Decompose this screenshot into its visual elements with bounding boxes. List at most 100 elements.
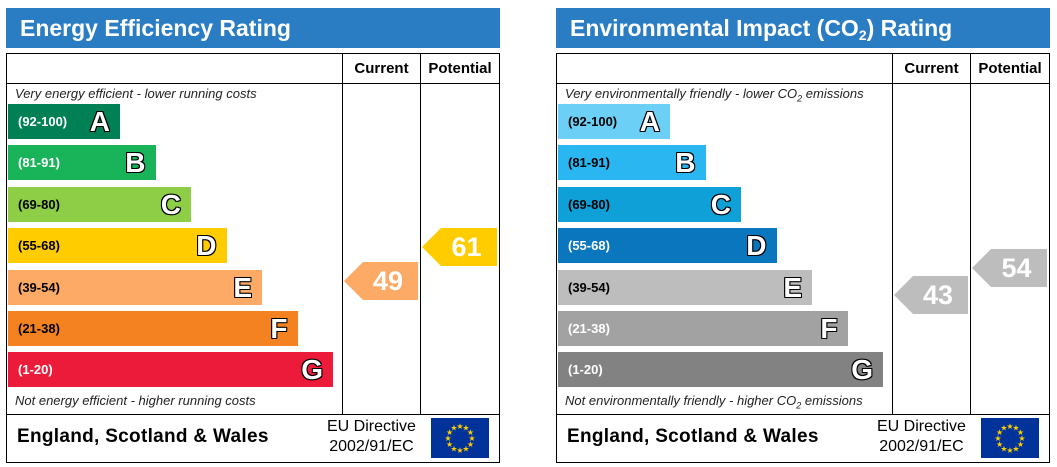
rating-band-c: (69-80) C	[558, 186, 741, 222]
eu-star-icon: ★	[1017, 440, 1024, 449]
eu-star-icon: ★	[996, 440, 1003, 449]
title-text-end: ) Rating	[866, 15, 953, 41]
band-letter-label: A	[89, 106, 110, 137]
column-divider	[970, 54, 971, 414]
band-letter-label: F	[270, 313, 288, 344]
eu-directive: EU Directive 2002/91/EC	[327, 417, 416, 457]
footer-divider	[557, 414, 1049, 415]
rating-band-c: (69-80) C	[8, 186, 191, 222]
band-letter-label: C	[710, 188, 731, 220]
eu-star-icon: ★	[1017, 428, 1024, 437]
potential-rating-arrow: 54	[972, 249, 1047, 287]
band-range-label: (21-38)	[18, 321, 60, 336]
note-subscript: 2	[797, 93, 803, 104]
band-range-label: (81-91)	[568, 155, 610, 171]
current-rating-arrow: 49	[344, 262, 418, 300]
band-letter-label: G	[851, 354, 873, 386]
band-letter-label: E	[233, 271, 252, 303]
potential-rating-arrow: 61	[422, 228, 497, 266]
current-arrow-shape	[894, 276, 968, 314]
eu-flag-icon: ★ ★ ★ ★ ★ ★ ★ ★ ★ ★ ★ ★	[431, 418, 489, 458]
potential-arrow-shape	[422, 228, 497, 266]
eu-star-icon: ★	[462, 424, 469, 433]
inefficient-note: Not energy efficient - higher running co…	[15, 393, 256, 408]
band-letter-label: D	[196, 230, 217, 262]
eu-star-icon: ★	[1006, 422, 1013, 431]
current-rating-value: 49	[372, 266, 404, 296]
current-arrow-shape	[344, 262, 418, 300]
rating-band-d: (55-68) D	[558, 228, 777, 264]
eu-star-icon: ★	[468, 434, 475, 443]
directive-line2: 2002/91/EC	[329, 438, 414, 455]
header-divider	[7, 83, 499, 84]
rating-band-d: (55-68) D	[8, 228, 227, 264]
note-text-end: emissions	[801, 393, 863, 408]
chart-title: Environmental Impact (CO2) Rating	[556, 8, 1050, 48]
current-column-header: Current	[354, 60, 409, 77]
band-range-label: (39-54)	[568, 279, 610, 295]
current-rating-arrow: 43	[894, 276, 968, 314]
note-text: Not environmentally friendly - higher CO	[565, 393, 797, 408]
potential-arrow-shape	[972, 249, 1047, 287]
eu-star-icon: ★	[1012, 424, 1019, 433]
band-range-label: (92-100)	[18, 114, 68, 129]
band-range-label: (21-38)	[568, 321, 610, 336]
note-subscript: 2	[796, 400, 802, 411]
rating-frame: Current Potential Very energy efficient …	[6, 53, 500, 463]
rating-frame: Current Potential Very environmentally f…	[556, 53, 1050, 463]
eu-star-icon: ★	[456, 446, 463, 455]
directive-line1: EU Directive	[327, 418, 416, 435]
potential-rating-value: 61	[451, 232, 482, 262]
band-range-label: (92-100)	[568, 114, 618, 129]
rating-band-f: (21-38) F	[8, 311, 298, 346]
eu-stars-graphic: ★★★★★★★★★★★★	[444, 422, 475, 455]
band-letter-label: B	[675, 147, 696, 179]
directive-line2: 2002/91/EC	[879, 438, 964, 455]
eu-star-icon: ★	[467, 440, 474, 449]
eu-star-icon: ★	[444, 434, 451, 443]
chart-title: Energy Efficiency Rating	[6, 8, 500, 48]
band-range-label: (69-80)	[18, 196, 60, 212]
title-subscript: 2	[858, 27, 867, 43]
band-letter-label: B	[125, 147, 146, 179]
friendly-note: Very environmentally friendly - lower CO…	[565, 86, 864, 104]
eu-stars-graphic: ★★★★★★★★★★★★	[994, 422, 1025, 455]
footer-divider	[7, 414, 499, 415]
eu-star-icon: ★	[1018, 434, 1025, 443]
rating-band-a: (92-100) A	[558, 104, 670, 139]
eu-star-icon: ★	[446, 440, 453, 449]
band-range-label: (1-20)	[18, 362, 53, 378]
band-letter-label: C	[160, 188, 181, 220]
band-letter-label: A	[639, 106, 660, 137]
eu-star-icon: ★	[1000, 424, 1007, 433]
potential-column-header: Potential	[428, 60, 492, 77]
eu-star-icon: ★	[1006, 446, 1013, 455]
band-letter-label: F	[820, 313, 838, 344]
region-label: England, Scotland & Wales	[17, 426, 269, 447]
band-range-label: (55-68)	[18, 238, 60, 254]
band-range-label: (1-20)	[568, 362, 603, 378]
column-divider	[420, 54, 421, 414]
rating-band-b: (81-91) B	[558, 145, 706, 181]
header-divider	[557, 83, 1049, 84]
column-divider	[342, 54, 343, 414]
column-divider	[892, 54, 893, 414]
band-range-label: (81-91)	[18, 155, 60, 171]
band-range-label: (69-80)	[568, 196, 610, 212]
energy-efficiency-chart: Energy Efficiency Rating Current Potenti…	[6, 0, 502, 467]
eu-star-icon: ★	[446, 428, 453, 437]
rating-band-e: (39-54) E	[558, 269, 812, 305]
eu-star-icon: ★	[450, 444, 457, 453]
efficient-note: Very energy efficient - lower running co…	[15, 86, 257, 101]
band-letter-label: D	[746, 230, 767, 262]
rating-band-f: (21-38) F	[558, 311, 848, 346]
environmental-impact-chart: Environmental Impact (CO2) Rating Curren…	[556, 0, 1052, 467]
directive-line1: EU Directive	[877, 418, 966, 435]
eu-star-icon: ★	[996, 428, 1003, 437]
eu-star-icon: ★	[994, 434, 1001, 443]
region-label: England, Scotland & Wales	[567, 426, 819, 447]
band-letter-label: G	[301, 354, 323, 386]
rating-band-g: (1-20) G	[558, 352, 883, 388]
rating-band-a: (92-100) A	[8, 104, 120, 139]
unfriendly-note: Not environmentally friendly - higher CO…	[565, 393, 863, 411]
